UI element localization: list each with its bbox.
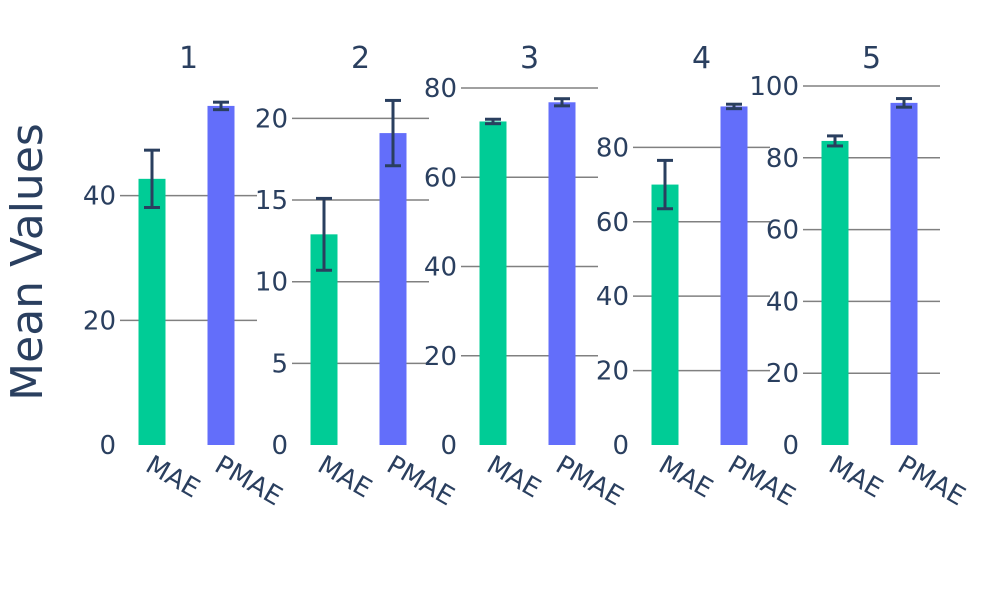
panel-title: 1 (179, 41, 198, 76)
x-tick-label: MAE (654, 450, 718, 504)
y-axis-title: Mean Values (2, 123, 53, 401)
y-tick-label: 0 (612, 431, 629, 461)
y-tick-label: 20 (83, 306, 116, 336)
bar-pmae[interactable] (548, 102, 576, 445)
bar-pmae[interactable] (890, 102, 918, 446)
bar-mae[interactable] (651, 184, 679, 445)
x-tick-label: MAE (824, 450, 888, 504)
bar-mae[interactable] (479, 121, 507, 445)
panel-title: 5 (862, 41, 881, 76)
y-tick-label: 20 (596, 357, 629, 387)
y-tick-label: 60 (424, 163, 457, 193)
panel-title: 3 (520, 41, 539, 76)
bar-pmae[interactable] (379, 133, 407, 445)
panel-title: 2 (351, 41, 370, 76)
y-tick-label: 40 (596, 282, 629, 312)
y-tick-label: 100 (749, 72, 799, 102)
y-tick-label: 80 (766, 144, 799, 174)
y-tick-label: 80 (424, 74, 457, 104)
y-tick-label: 0 (782, 431, 799, 461)
x-tick-label: PMAE (893, 450, 971, 512)
y-tick-label: 0 (99, 431, 116, 461)
y-tick-label: 0 (271, 431, 288, 461)
y-tick-label: 20 (766, 359, 799, 389)
bar-pmae[interactable] (207, 105, 235, 445)
y-tick-label: 40 (424, 253, 457, 283)
x-tick-label: MAE (313, 450, 377, 504)
bar-pmae[interactable] (720, 106, 748, 445)
bar-mae[interactable] (138, 178, 166, 445)
y-tick-label: 10 (255, 268, 288, 298)
y-tick-label: 80 (596, 133, 629, 163)
y-tick-label: 5 (271, 349, 288, 379)
y-tick-label: 60 (766, 216, 799, 246)
x-tick-label: MAE (482, 450, 546, 504)
panel-title: 4 (692, 41, 711, 76)
y-tick-label: 40 (766, 287, 799, 317)
y-tick-label: 20 (424, 342, 457, 372)
x-tick-label: MAE (141, 450, 205, 504)
y-tick-label: 0 (440, 431, 457, 461)
bar-mae[interactable] (821, 140, 849, 445)
y-tick-label: 20 (255, 104, 288, 134)
y-tick-label: 15 (255, 186, 288, 216)
y-tick-label: 60 (596, 208, 629, 238)
y-tick-label: 40 (83, 182, 116, 212)
